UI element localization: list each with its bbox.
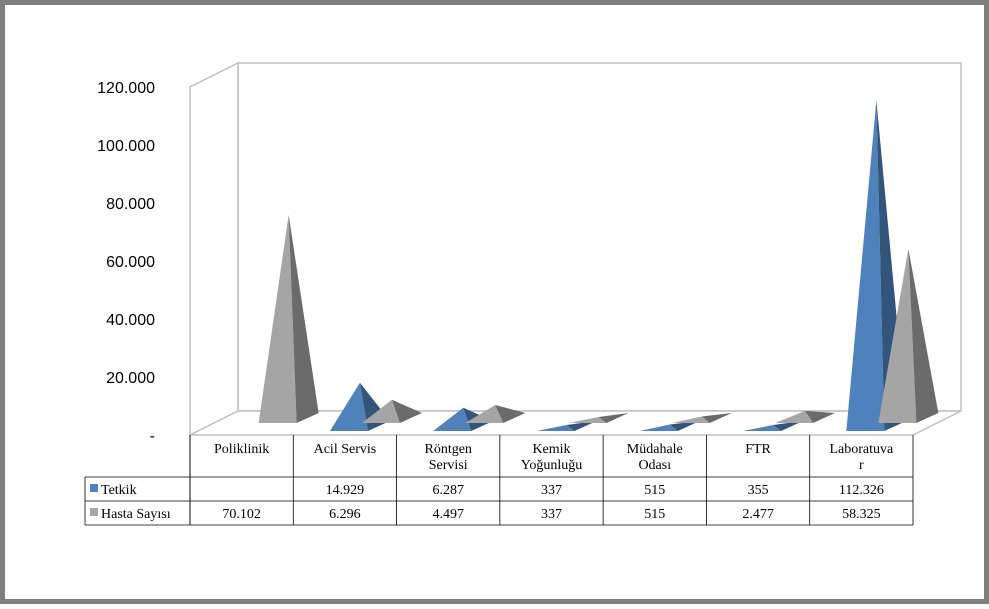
pyramid-front-face xyxy=(465,404,504,423)
pyramid-hasta-sayısı xyxy=(775,410,836,423)
data-label: 4.497 xyxy=(432,507,464,522)
data-label: 2.477 xyxy=(742,507,774,522)
pyramid-side-face xyxy=(495,404,526,423)
data-label: 337 xyxy=(541,483,562,498)
pyramid-hasta-sayısı xyxy=(568,413,629,423)
legend-label: Hasta Sayısı xyxy=(101,507,171,522)
pyramid-tetkik xyxy=(639,421,700,431)
legend-label: Tetkik xyxy=(101,483,137,498)
pyramid-side-face xyxy=(566,421,597,431)
pyramid-front-face xyxy=(743,424,782,431)
category-label: Acil Servis xyxy=(314,442,377,457)
pyramid-tetkik xyxy=(743,421,804,431)
data-label: 70.102 xyxy=(222,507,261,522)
y-tick-label: 100.000 xyxy=(97,138,155,155)
category-label: Poliklinik xyxy=(214,442,269,457)
pyramid-side-face xyxy=(773,421,804,431)
data-label: 58.325 xyxy=(842,507,881,522)
pyramid-front-face xyxy=(329,382,368,431)
pyramid-front-face xyxy=(433,407,472,431)
category-label: Röntgen xyxy=(424,442,471,457)
pyramid-tetkik xyxy=(536,421,597,431)
pyramid-side-face xyxy=(908,248,939,423)
pyramid-hasta-sayısı xyxy=(671,413,732,423)
pyramid-front-face xyxy=(775,410,814,423)
data-label: 337 xyxy=(541,507,562,522)
y-tick-label: - xyxy=(150,428,155,445)
pyramid-front-face xyxy=(671,416,710,423)
y-tick-label: 120.000 xyxy=(97,80,155,97)
pyramid-side-face xyxy=(669,421,700,431)
pyramid-side-face xyxy=(391,399,422,423)
data-label: 355 xyxy=(748,483,769,498)
pyramid-hasta-sayısı xyxy=(878,248,939,423)
category-label: Odası xyxy=(638,458,671,473)
data-label: 6.287 xyxy=(432,483,464,498)
pyramid-side-face xyxy=(288,214,319,423)
y-axis: - 20.000 40.000 60.000 80.000 100.000 120.000 xyxy=(97,80,155,445)
pyramid-hasta-sayısı xyxy=(258,214,319,423)
category-label: FTR xyxy=(745,442,771,457)
category-label: Müdahale xyxy=(627,442,683,457)
legend-key xyxy=(90,508,98,516)
y-tick-label: 60.000 xyxy=(106,254,155,271)
side-wall xyxy=(189,61,239,437)
data-label: 6.296 xyxy=(329,507,361,522)
y-tick-label: 40.000 xyxy=(106,312,155,329)
category-label: Servisi xyxy=(429,458,468,473)
category-label: Kemik xyxy=(532,442,570,457)
pyramid-front-face xyxy=(361,399,400,423)
pyramid-chart: - 20.000 40.000 60.000 80.000 100.000 120.000 P… xyxy=(84,61,962,526)
pyramid-front-face xyxy=(878,248,917,423)
y-tick-label: 20.000 xyxy=(106,370,155,387)
pyramid-hasta-sayısı xyxy=(465,404,526,423)
pyramid-side-face xyxy=(805,410,836,423)
category-label: r xyxy=(859,458,864,473)
pyramid-marks xyxy=(258,100,939,431)
data-label: 112.326 xyxy=(839,483,884,498)
data-label: 515 xyxy=(644,483,665,498)
data-label: 515 xyxy=(644,507,665,522)
pyramid-hasta-sayısı xyxy=(361,399,422,423)
pyramid-side-face xyxy=(701,413,732,423)
pyramid-front-face xyxy=(568,417,607,423)
pyramid-front-face xyxy=(536,425,575,431)
pyramid-front-face xyxy=(639,424,678,431)
category-label: Yoğunluğu xyxy=(521,458,583,473)
pyramid-side-face xyxy=(598,413,629,423)
data-label: 14.929 xyxy=(326,483,365,498)
back-wall xyxy=(237,62,962,412)
y-tick-label: 80.000 xyxy=(106,196,155,213)
pyramid-front-face xyxy=(258,214,297,423)
category-label: Laboratuva xyxy=(829,442,894,457)
legend-key xyxy=(90,484,98,492)
pyramid-front-face xyxy=(846,100,885,431)
